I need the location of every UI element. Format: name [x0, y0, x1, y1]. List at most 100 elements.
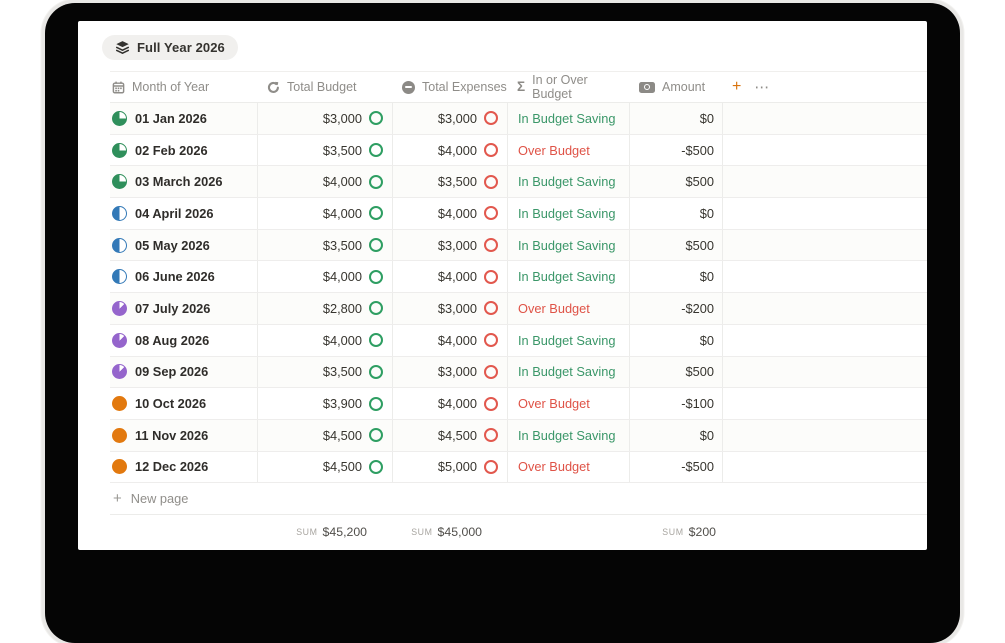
- amount-cell[interactable]: $500: [630, 229, 723, 261]
- in-or-over-budget-cell[interactable]: Over Budget: [508, 388, 630, 419]
- expenses-value: $3,000: [437, 237, 477, 253]
- total-expenses-cell[interactable]: $3,500: [393, 166, 508, 198]
- total-expenses-cell[interactable]: $3,000: [393, 293, 508, 324]
- add-column-button[interactable]: +: [732, 78, 742, 95]
- month-cell[interactable]: 11 Nov 2026: [110, 419, 258, 451]
- amount-cell[interactable]: $0: [630, 324, 723, 356]
- status-label: In Budget Saving: [518, 110, 616, 126]
- column-header-in-or-over[interactable]: Σ In or Over Budget: [508, 72, 630, 102]
- expenses-value: $4,000: [437, 205, 477, 221]
- total-expenses-cell[interactable]: $4,000: [393, 388, 508, 419]
- sum-amount[interactable]: SUM $200: [662, 524, 716, 539]
- month-cell[interactable]: 01 Jan 2026: [110, 103, 258, 134]
- budget-ring-icon: [369, 301, 383, 316]
- column-header-label: Total Budget: [287, 80, 357, 94]
- in-or-over-budget-cell[interactable]: In Budget Saving: [508, 261, 630, 293]
- sum-total-budget[interactable]: SUM $45,200: [296, 524, 367, 539]
- month-cell[interactable]: 04 April 2026: [110, 198, 258, 229]
- amount-cell[interactable]: $0: [630, 198, 723, 229]
- amount-cell[interactable]: $0: [630, 261, 723, 293]
- empty-cell: [723, 452, 927, 483]
- status-label: Over Budget: [518, 142, 590, 158]
- total-budget-cell[interactable]: $3,000: [258, 103, 393, 134]
- month-cell[interactable]: 03 March 2026: [110, 166, 258, 198]
- empty-cell: [723, 230, 927, 261]
- total-expenses-cell[interactable]: $4,000: [393, 261, 508, 293]
- column-header-total-budget[interactable]: Total Budget: [258, 72, 393, 102]
- in-or-over-budget-cell[interactable]: Over Budget: [508, 134, 630, 166]
- sum-total-expenses[interactable]: SUM $45,000: [411, 524, 482, 539]
- budget-ring-icon: [369, 428, 383, 443]
- budget-ring-icon: [369, 459, 383, 474]
- in-or-over-budget-cell[interactable]: In Budget Saving: [508, 356, 630, 388]
- expenses-ring-icon: [484, 364, 498, 379]
- amount-value: -$200: [681, 300, 714, 316]
- amount-cell[interactable]: -$100: [630, 388, 723, 419]
- total-budget-cell[interactable]: $3,900: [258, 388, 393, 419]
- in-or-over-budget-cell[interactable]: In Budget Saving: [508, 229, 630, 261]
- total-budget-cell[interactable]: $4,000: [258, 166, 393, 198]
- total-expenses-cell[interactable]: $3,000: [393, 103, 508, 134]
- column-header-amount[interactable]: Amount: [630, 72, 723, 102]
- month-quarter-icon: [112, 237, 127, 253]
- month-label: 09 Sep 2026: [135, 364, 209, 380]
- budget-value: $4,000: [322, 205, 362, 221]
- total-budget-cell[interactable]: $2,800: [258, 293, 393, 324]
- month-cell[interactable]: 10 Oct 2026: [110, 388, 258, 419]
- new-page-button[interactable]: + New page: [110, 483, 927, 516]
- total-expenses-cell[interactable]: $4,000: [393, 198, 508, 229]
- total-expenses-cell[interactable]: $3,000: [393, 356, 508, 388]
- column-header-month[interactable]: Month of Year: [110, 72, 258, 102]
- total-budget-cell[interactable]: $3,500: [258, 356, 393, 388]
- total-budget-cell[interactable]: $4,000: [258, 198, 393, 229]
- month-label: 11 Nov 2026: [135, 427, 209, 443]
- in-or-over-budget-cell[interactable]: In Budget Saving: [508, 103, 630, 134]
- total-expenses-cell[interactable]: $3,000: [393, 229, 508, 261]
- total-budget-cell[interactable]: $4,000: [258, 324, 393, 356]
- total-expenses-cell[interactable]: $5,000: [393, 451, 508, 483]
- expenses-ring-icon: [484, 301, 498, 316]
- empty-cell: [723, 135, 927, 166]
- month-label: 05 May 2026: [135, 237, 210, 253]
- month-cell[interactable]: 09 Sep 2026: [110, 356, 258, 388]
- month-label: 03 March 2026: [135, 174, 223, 190]
- month-cell[interactable]: 08 Aug 2026: [110, 324, 258, 356]
- amount-cell[interactable]: -$500: [630, 134, 723, 166]
- total-expenses-cell[interactable]: $4,000: [393, 134, 508, 166]
- in-or-over-budget-cell[interactable]: Over Budget: [508, 293, 630, 324]
- amount-cell[interactable]: $0: [630, 103, 723, 134]
- total-budget-cell[interactable]: $3,500: [258, 134, 393, 166]
- amount-cell[interactable]: $500: [630, 356, 723, 388]
- view-tab-full-year[interactable]: Full Year 2026: [102, 35, 238, 60]
- total-expenses-cell[interactable]: $4,500: [393, 419, 508, 451]
- more-options-button[interactable]: ⋯: [754, 78, 771, 96]
- amount-cell[interactable]: -$500: [630, 451, 723, 483]
- total-budget-cell[interactable]: $3,500: [258, 229, 393, 261]
- amount-cell[interactable]: -$200: [630, 293, 723, 324]
- budget-ring-icon: [369, 269, 383, 284]
- month-cell[interactable]: 05 May 2026: [110, 229, 258, 261]
- total-expenses-cell[interactable]: $4,000: [393, 324, 508, 356]
- empty-cell: [723, 261, 927, 292]
- month-cell[interactable]: 12 Dec 2026: [110, 451, 258, 483]
- expenses-ring-icon: [484, 143, 498, 158]
- budget-table: Month of Year Total Budget Total Expense…: [110, 71, 927, 548]
- budget-value: $3,900: [322, 396, 362, 412]
- month-cell[interactable]: 02 Feb 2026: [110, 134, 258, 166]
- month-cell[interactable]: 07 July 2026: [110, 293, 258, 324]
- in-or-over-budget-cell[interactable]: In Budget Saving: [508, 198, 630, 229]
- column-header-total-expenses[interactable]: Total Expenses: [393, 72, 508, 102]
- in-or-over-budget-cell[interactable]: In Budget Saving: [508, 166, 630, 198]
- total-budget-cell[interactable]: $4,000: [258, 261, 393, 293]
- total-budget-cell[interactable]: $4,500: [258, 419, 393, 451]
- in-or-over-budget-cell[interactable]: In Budget Saving: [508, 419, 630, 451]
- month-cell[interactable]: 06 June 2026: [110, 261, 258, 293]
- header-actions: + ⋯: [723, 72, 927, 102]
- table-row: 10 Oct 2026 $3,900 $4,000 Over Budget -$…: [110, 388, 927, 420]
- expenses-value: $3,500: [437, 174, 477, 190]
- amount-cell[interactable]: $500: [630, 166, 723, 198]
- in-or-over-budget-cell[interactable]: Over Budget: [508, 451, 630, 483]
- in-or-over-budget-cell[interactable]: In Budget Saving: [508, 324, 630, 356]
- amount-cell[interactable]: $0: [630, 419, 723, 451]
- total-budget-cell[interactable]: $4,500: [258, 451, 393, 483]
